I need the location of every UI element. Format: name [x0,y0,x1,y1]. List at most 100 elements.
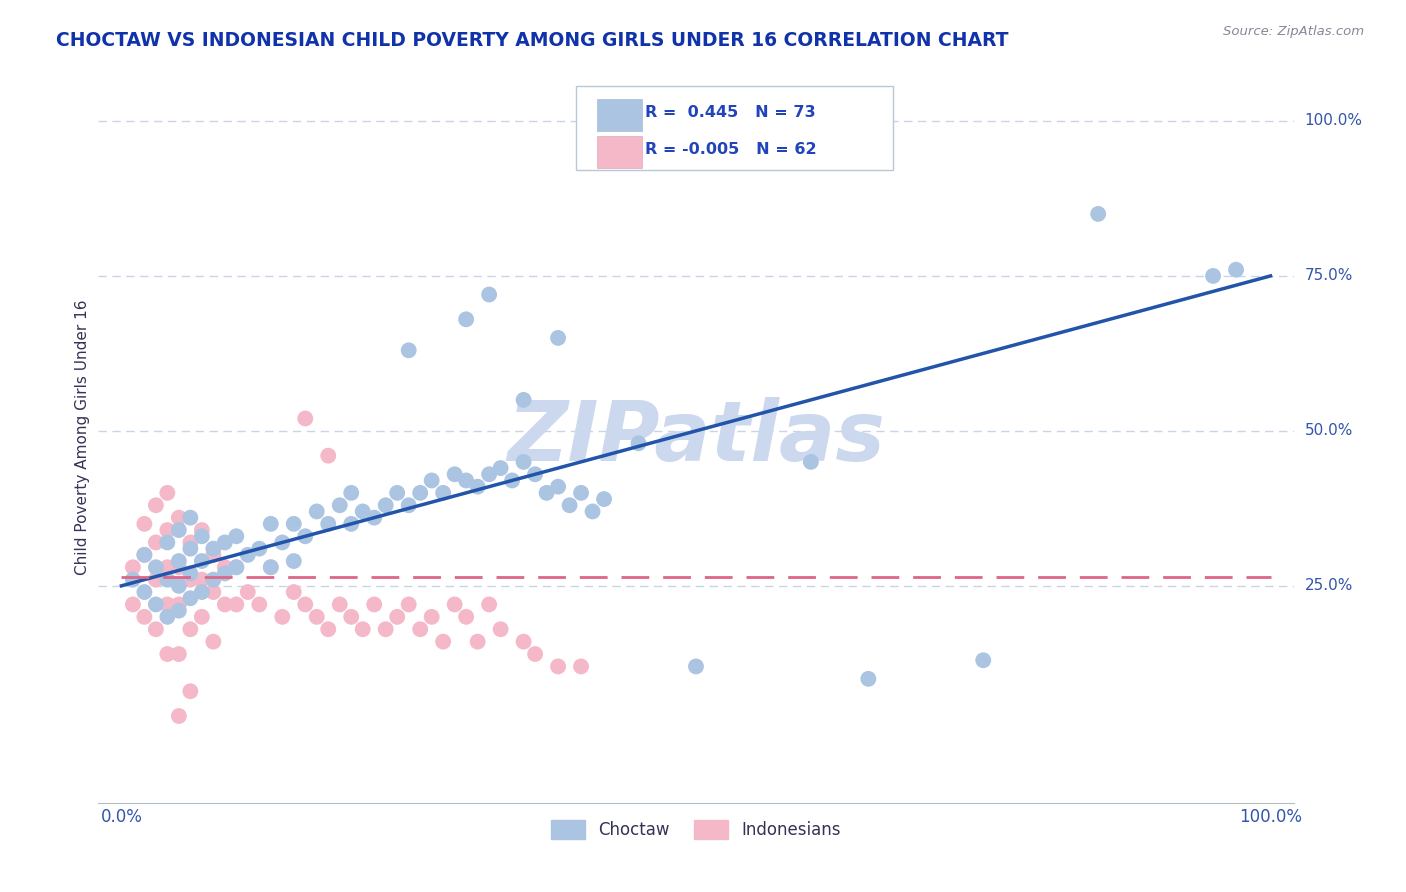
Point [156,598,179,612]
Point [156,486,179,500]
Point [225,598,247,612]
Point [398,498,420,512]
Point [134,610,156,624]
Point [443,467,465,482]
Point [283,516,305,531]
Point [467,634,489,648]
Text: R = -0.005   N = 62: R = -0.005 N = 62 [644,142,817,157]
Point [202,548,225,562]
Point [145,560,167,574]
Text: 100.0%: 100.0% [1305,113,1362,128]
Point [581,504,603,518]
Point [247,598,270,612]
Point [385,610,409,624]
FancyBboxPatch shape [576,86,893,170]
Legend: Choctaw, Indonesians: Choctaw, Indonesians [544,814,848,846]
Point [191,554,214,568]
Text: CHOCTAW VS INDONESIAN CHILD POVERTY AMONG GIRLS UNDER 16 CORRELATION CHART: CHOCTAW VS INDONESIAN CHILD POVERTY AMON… [56,31,1008,50]
Point [593,491,616,506]
Point [467,480,489,494]
Point [156,523,179,537]
Point [316,622,339,636]
Point [247,541,270,556]
Point [179,622,201,636]
Point [1225,262,1247,277]
Point [305,504,328,518]
Point [524,647,547,661]
Point [352,504,374,518]
Point [191,529,214,543]
Point [409,622,432,636]
Point [236,585,259,599]
Point [179,684,201,698]
Point [536,486,558,500]
Point [294,529,316,543]
Point [283,554,305,568]
Point [214,598,236,612]
Point [134,516,156,531]
Point [512,455,534,469]
Point [191,585,214,599]
Text: R =  0.445   N = 73: R = 0.445 N = 73 [644,105,815,120]
Point [225,560,247,574]
Point [179,566,201,581]
Point [569,659,592,673]
Point [558,498,581,512]
Point [501,474,523,488]
Point [167,647,190,661]
Point [489,622,512,636]
Text: Source: ZipAtlas.com: Source: ZipAtlas.com [1223,25,1364,38]
Point [283,585,305,599]
Point [145,535,167,549]
FancyBboxPatch shape [596,99,643,131]
Point [271,610,294,624]
Point [179,573,201,587]
Point [294,411,316,425]
Point [489,461,512,475]
Point [167,510,190,524]
Point [156,573,179,587]
Point [145,573,167,587]
Point [627,436,650,450]
Point [202,585,225,599]
Point [409,486,432,500]
Point [214,566,236,581]
Point [685,659,707,673]
Point [512,634,534,648]
Point [179,535,201,549]
Point [1202,268,1225,283]
Point [167,579,190,593]
Point [456,610,478,624]
Point [340,610,363,624]
Point [202,634,225,648]
Point [456,312,478,326]
Point [398,343,420,358]
Point [134,548,156,562]
Point [569,486,592,500]
Point [260,560,283,574]
Point [191,573,214,587]
Point [340,486,363,500]
Point [167,560,190,574]
Point [512,392,534,407]
Point [225,529,247,543]
Point [156,647,179,661]
Point [420,474,443,488]
Point [374,498,396,512]
Point [352,622,374,636]
Point [329,598,352,612]
Point [156,560,179,574]
Point [191,523,214,537]
Point [547,331,569,345]
Point [202,541,225,556]
Point [167,604,190,618]
Point [179,510,201,524]
Point [294,598,316,612]
Point [363,598,385,612]
Point [145,622,167,636]
Point [329,498,352,512]
Point [456,474,478,488]
Point [398,598,420,612]
Point [443,598,465,612]
Point [134,548,156,562]
